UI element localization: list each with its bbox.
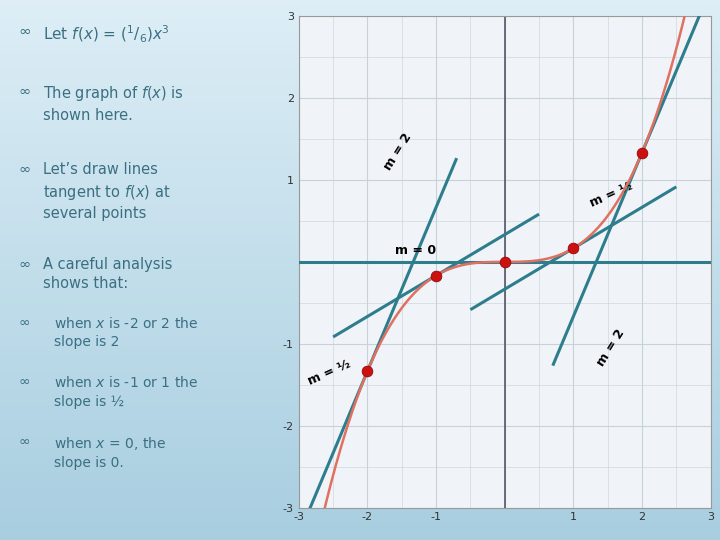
Text: when $\it{x}$ is -1 or 1 the
slope is ½: when $\it{x}$ is -1 or 1 the slope is ½ <box>53 375 198 409</box>
Text: A careful analysis
shows that:: A careful analysis shows that: <box>43 256 172 291</box>
Point <box>499 258 510 266</box>
Point <box>567 244 579 253</box>
Text: when $x$ = 0, the
slope is 0.: when $x$ = 0, the slope is 0. <box>53 435 166 470</box>
Point <box>636 148 648 157</box>
Text: Let’s draw lines
tangent to $\it{f}$($\it{x}$) at
several points: Let’s draw lines tangent to $\it{f}$($\i… <box>43 162 170 221</box>
Text: ∞: ∞ <box>19 84 30 99</box>
Text: m = 2: m = 2 <box>595 327 628 369</box>
Text: ∞: ∞ <box>19 256 30 272</box>
Point <box>361 367 373 375</box>
Text: when $\it{x}$ is -2 or 2 the
slope is 2: when $\it{x}$ is -2 or 2 the slope is 2 <box>53 316 198 349</box>
Text: ∞: ∞ <box>19 162 30 177</box>
Point <box>431 271 442 280</box>
Text: m = 2: m = 2 <box>382 131 415 172</box>
Text: ∞: ∞ <box>19 375 30 389</box>
Text: m = 0: m = 0 <box>395 244 436 257</box>
Text: ∞: ∞ <box>19 435 30 449</box>
Text: m = ¹⁄₂: m = ¹⁄₂ <box>588 180 634 210</box>
Text: The graph of $\it{f}$($\it{x}$) is
shown here.: The graph of $\it{f}$($\it{x}$) is shown… <box>43 84 184 123</box>
Text: ∞: ∞ <box>19 24 31 39</box>
Text: m = ¹⁄₂: m = ¹⁄₂ <box>306 357 353 388</box>
Text: ∞: ∞ <box>19 316 30 330</box>
Text: Let $\it{f}$($\it{x}$) = ($^1$/$_6$)$\it{x}$$^3$: Let $\it{f}$($\it{x}$) = ($^1$/$_6$)$\it… <box>43 24 169 45</box>
